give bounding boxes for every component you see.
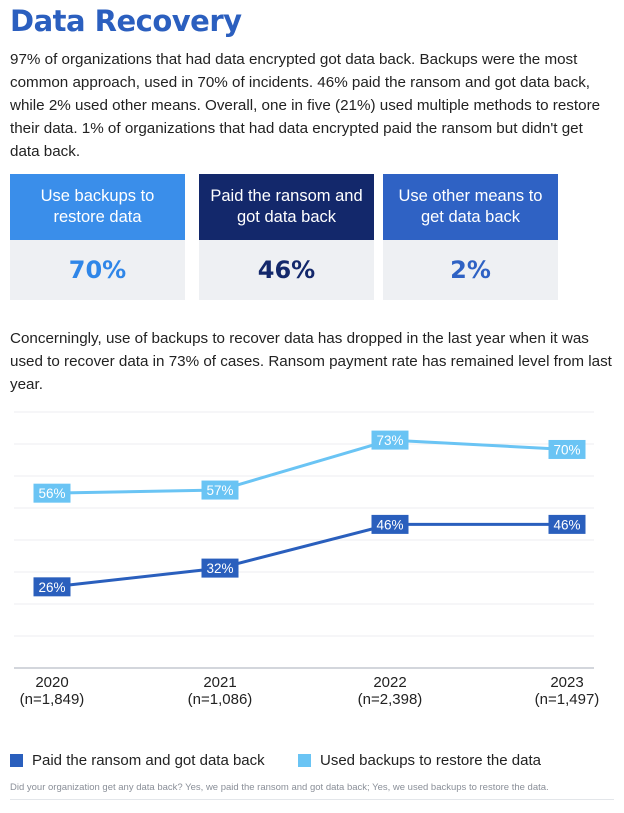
stat-card-other-label: Use other means to get data back: [383, 174, 558, 240]
footer-divider: [10, 799, 614, 800]
x-tick-sublabel: (n=2,398): [358, 691, 423, 708]
stat-card-ransom-label: Paid the ransom and got data back: [199, 174, 374, 240]
data-label: 46%: [376, 517, 403, 532]
x-tick-sublabel: (n=1,497): [535, 691, 600, 708]
series-line-ransom: [51, 522, 567, 589]
x-tick-sublabel: (n=1,086): [188, 691, 253, 708]
data-label: 46%: [553, 517, 580, 532]
page-title: Data Recovery: [10, 4, 242, 38]
stat-card-other-value: 2%: [383, 240, 558, 300]
stat-card-backups: Use backups to restore data 70%: [10, 174, 185, 300]
data-label: 26%: [38, 580, 65, 595]
stat-card-ransom-value: 46%: [199, 240, 374, 300]
stat-card-other: Use other means to get data back 2%: [383, 174, 558, 300]
data-label: 56%: [38, 486, 65, 501]
stat-card-ransom: Paid the ransom and got data back 46%: [199, 174, 374, 300]
data-label-box: [548, 514, 586, 534]
x-tick-label: 2023: [550, 674, 583, 691]
series-line-backups: [51, 438, 568, 495]
legend-swatch-ransom: [10, 754, 23, 767]
x-tick-sublabel: (n=1,849): [20, 691, 85, 708]
legend-label-backups: Used backups to restore the data: [320, 752, 541, 769]
legend-item-backups: Used backups to restore the data: [298, 752, 541, 769]
legend-swatch-backups: [298, 754, 311, 767]
intro-paragraph: 97% of organizations that had data encry…: [10, 51, 601, 160]
data-label: 57%: [206, 483, 233, 498]
x-tick-label: 2020: [35, 674, 68, 691]
data-label: 32%: [206, 561, 233, 576]
x-tick-label: 2022: [373, 674, 406, 691]
data-label: 70%: [553, 442, 580, 457]
stat-card-backups-value: 70%: [10, 240, 185, 300]
data-label-box: [201, 480, 239, 500]
line-chart: 2020(n=1,849) 2021(n=1,086) 2022(n=2,398) 2…: [14, 411, 600, 708]
data-label-box: [33, 483, 71, 503]
data-label-box: [371, 514, 409, 534]
data-label: 73%: [376, 433, 403, 448]
data-label-box: [33, 577, 71, 597]
footnote: Did your organization get any data back?…: [10, 782, 549, 793]
data-label-box: [371, 430, 409, 450]
data-label-box: [548, 439, 586, 459]
chart-intro-text: Concerningly, use of backups to recover …: [10, 330, 612, 393]
stat-card-backups-label: Use backups to restore data: [10, 174, 185, 240]
x-tick-label: 2021: [203, 674, 236, 691]
legend-label-ransom: Paid the ransom and got data back: [32, 752, 265, 769]
data-label-box: [201, 558, 239, 578]
legend-item-ransom: Paid the ransom and got data back: [10, 752, 265, 769]
